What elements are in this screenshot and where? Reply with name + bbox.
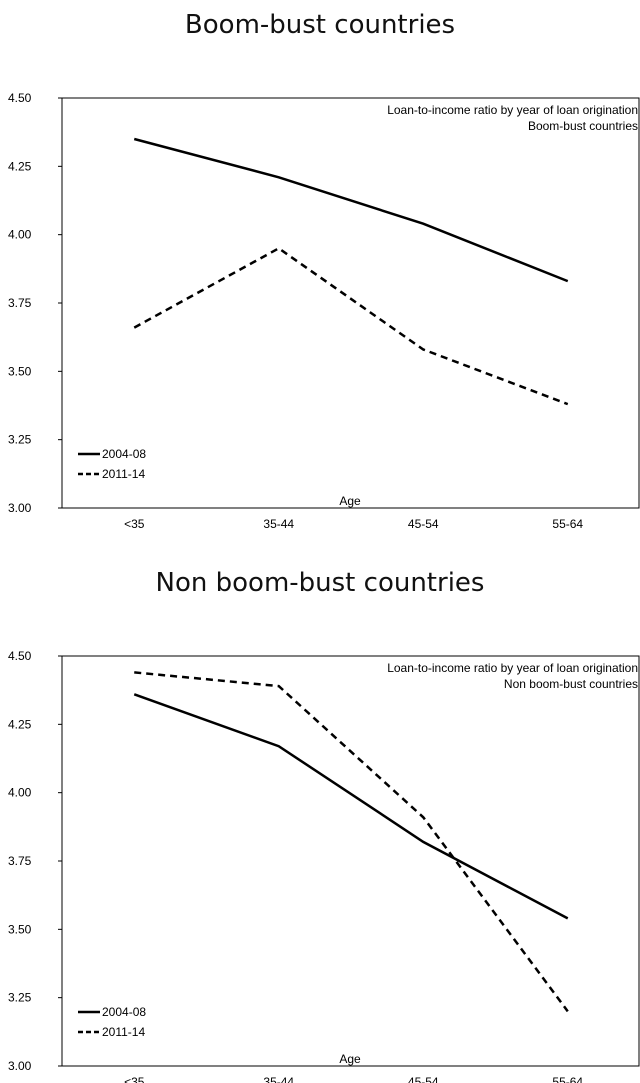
x-tick-label: 45-54 [408, 517, 439, 531]
y-tick-label: 3.50 [8, 922, 32, 936]
series-line-2004-08 [133, 137, 569, 283]
y-tick-label: 4.50 [8, 91, 32, 105]
series-line-2011-14 [134, 671, 569, 1013]
chart-title: Non boom-bust countries [155, 568, 485, 598]
legend-label: 2011-14 [102, 467, 145, 481]
chart-panel-boom-bust: Boom-bust countries 4.50 4.25 4.00 3.75 3.50… [0, 0, 640, 531]
plot-frame [61, 97, 640, 509]
y-tick-label: 3.50 [8, 364, 32, 378]
line-chart-boom-bust: 4.50 4.25 4.00 3.75 3.50 3.25 3.00 <35 35-44 45-5… [8, 91, 640, 531]
y-tick-label: 3.75 [8, 296, 32, 310]
x-tick-label: 45-54 [408, 1075, 439, 1083]
plot-frame [61, 655, 640, 1067]
chart-annotation: Boom-bust countries [528, 119, 638, 133]
legend-label: 2011-14 [102, 1025, 145, 1039]
line-chart-non-boom-bust: 4.50 4.25 4.00 3.75 3.50 3.25 3.00 <35 35-44 45-5… [8, 649, 640, 1083]
x-tick-label: <35 [124, 517, 145, 531]
y-tick-label: 4.50 [8, 649, 32, 663]
x-tick-label: <35 [124, 1075, 145, 1083]
y-tick-label: 4.25 [8, 159, 32, 173]
x-tick-label: 35-44 [263, 1075, 294, 1083]
y-tick-label: 4.00 [8, 786, 32, 800]
y-tick-label: 3.00 [8, 1059, 32, 1073]
series-line-2011-14 [133, 246, 569, 406]
y-tick-label: 4.25 [8, 717, 32, 731]
y-tick-label: 3.00 [8, 501, 32, 515]
x-tick-label: 55-64 [552, 1075, 583, 1083]
series-line-2004-08 [133, 693, 569, 920]
y-tick-label: 3.25 [8, 433, 32, 447]
x-axis-label: Age [339, 1052, 361, 1066]
chart-panel-non-boom-bust: Non boom-bust countries 4.50 4.25 4.00 3.75… [0, 558, 640, 1083]
legend-label: 2004-08 [102, 447, 146, 461]
legend-label: 2004-08 [102, 1005, 146, 1019]
x-axis-label: Age [339, 494, 361, 508]
x-tick-label: 55-64 [552, 517, 583, 531]
y-tick-label: 3.25 [8, 991, 32, 1005]
chart-annotation: Loan-to-income ratio by year of loan ori… [387, 103, 638, 117]
chart-annotation: Loan-to-income ratio by year of loan ori… [387, 661, 638, 675]
x-tick-label: 35-44 [263, 517, 294, 531]
chart-annotation: Non boom-bust countries [504, 677, 638, 691]
y-tick-label: 3.75 [8, 854, 32, 868]
y-tick-label: 4.00 [8, 228, 32, 242]
chart-title: Boom-bust countries [184, 10, 456, 40]
